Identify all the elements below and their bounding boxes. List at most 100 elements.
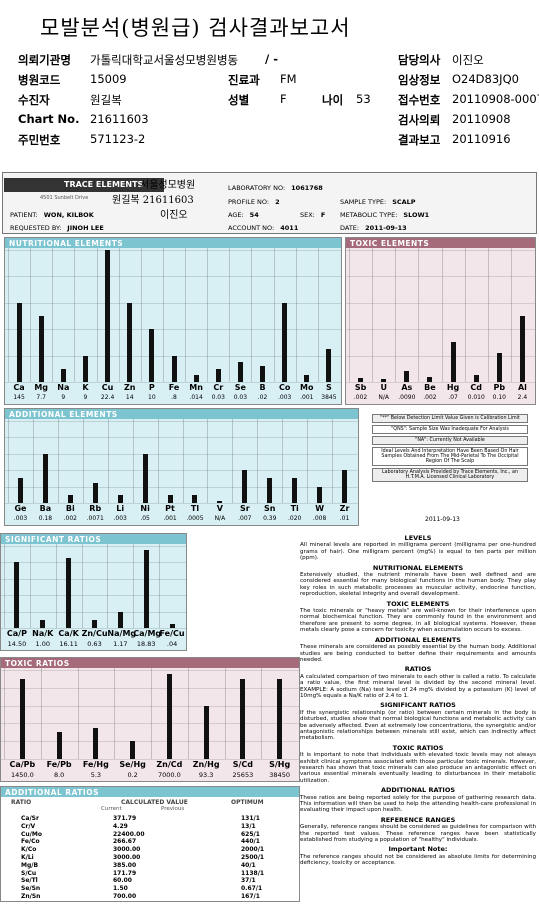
notes: LEVELS All mineral levels are reported in… (300, 532, 536, 902)
info-text: 검사의뢰 (398, 113, 441, 127)
value: 0.03 (211, 394, 225, 401)
value: 0.010 (467, 394, 485, 401)
value: N/A (378, 394, 389, 401)
value: 0.2 (127, 771, 138, 779)
symbol: Se/Hg (119, 760, 146, 769)
symbol: Zn/Hg (192, 760, 220, 769)
column-line (57, 419, 59, 503)
symbol: Ti (290, 504, 299, 513)
note-heading: Important Note: (388, 845, 448, 854)
grid-line (1, 723, 299, 725)
panel-nutritional: NUTRITIONAL ELEMENTS Ca 145 Mg 7.7 Na 9 K 9 Cu 22.… (4, 237, 342, 405)
column-line (185, 248, 187, 382)
column-line (282, 419, 284, 503)
column-line (273, 248, 275, 382)
column-line (140, 248, 142, 382)
value: 93.3 (198, 771, 214, 779)
column-line (395, 248, 397, 382)
value: 0.63 (87, 640, 102, 648)
bar (19, 678, 25, 759)
symbol: As (401, 383, 413, 392)
panel-title: NUTRITIONAL ELEMENTS (9, 239, 124, 248)
cell: 2500/1 (241, 854, 265, 861)
symbol: S/Hg (269, 760, 291, 769)
symbol: Cu (101, 383, 114, 392)
note-heading: REFERENCE RANGES (380, 815, 456, 824)
symbol: V (216, 504, 223, 513)
value: 0.10 (492, 394, 506, 401)
value: .05 (140, 515, 150, 522)
info-text: 가톨릭대학교서울성모병원병동 (90, 53, 239, 67)
panel-additional: ADDITIONAL ELEMENTS Ge .003 Ba 0.18 Bi .002 Rb.… (4, 408, 359, 526)
bar (473, 375, 479, 382)
symbol: Ca/Pb (9, 760, 36, 769)
cell: 385.00 (113, 861, 137, 869)
grid-line (1, 595, 186, 597)
note-text: It is important to note that individuals… (300, 752, 536, 784)
bar (242, 470, 248, 503)
symbol: Na (57, 383, 70, 392)
field-label: METABOLIC TYPE: (340, 211, 398, 219)
symbol: U (380, 383, 387, 392)
bar (66, 558, 72, 628)
symbol: Pb (493, 383, 506, 392)
info-text: 임상정보 (398, 73, 441, 87)
bar (215, 368, 221, 382)
bar (292, 478, 298, 503)
bar (166, 674, 172, 759)
info-text: 진료과 (228, 73, 260, 87)
note-heading: SIGNIFICANT RATIOS (380, 701, 456, 710)
cell: K/Li (21, 854, 34, 861)
value: 14.50 (7, 640, 27, 648)
grid-line (1, 562, 186, 564)
grid-line (346, 355, 535, 357)
field-value: 2011-09-13 (365, 224, 407, 232)
symbol: K (82, 383, 89, 392)
bar (193, 375, 199, 382)
bar (117, 494, 123, 503)
symbol: Bi (65, 504, 75, 513)
cell: 4.29 (113, 822, 128, 830)
grid-line (346, 382, 535, 383)
cell: S/Cu (21, 869, 37, 877)
bar (117, 611, 123, 628)
bar (16, 302, 22, 382)
field-value: F (320, 211, 326, 219)
legend-item: Ideal Levels And Interpretation Have Bee… (372, 447, 528, 466)
field-label: DATE: (340, 224, 360, 232)
value: .001 (163, 515, 177, 522)
symbol: Ca/Mg (133, 629, 162, 638)
value: 1.17 (113, 640, 128, 648)
info-text: FM (280, 72, 297, 86)
symbol: Ge (14, 504, 27, 513)
grid-line (5, 302, 341, 304)
note-heading: TOXIC ELEMENTS (386, 599, 450, 608)
panel-header (346, 238, 535, 248)
bar (404, 371, 410, 382)
cell: 171.79 (113, 869, 137, 877)
column-line (187, 668, 189, 759)
column-line (257, 419, 259, 503)
info-text: 나이 (322, 93, 344, 107)
value: .04 (166, 640, 178, 648)
symbol: Sn (264, 504, 276, 513)
cell: 625/1 (241, 830, 260, 838)
value: .07 (448, 394, 458, 401)
value: .001 (300, 394, 314, 401)
grid-line (1, 687, 299, 689)
cell: Se/Sn (21, 885, 41, 893)
grid-line (5, 437, 358, 439)
column-line (332, 419, 334, 503)
field: METABOLIC TYPE: SLOW1 (340, 211, 429, 219)
value: 22.4 (100, 394, 115, 401)
field: ACCOUNT NO: 4011 (228, 224, 298, 232)
cell: 131/1 (241, 815, 260, 822)
grid-line (5, 470, 358, 472)
column-line (295, 248, 297, 382)
column-line (207, 248, 209, 382)
field-value: SCALP (392, 198, 416, 206)
value: 16.11 (59, 640, 78, 648)
column-line (77, 668, 79, 759)
field: AGE: 54 (228, 211, 259, 219)
